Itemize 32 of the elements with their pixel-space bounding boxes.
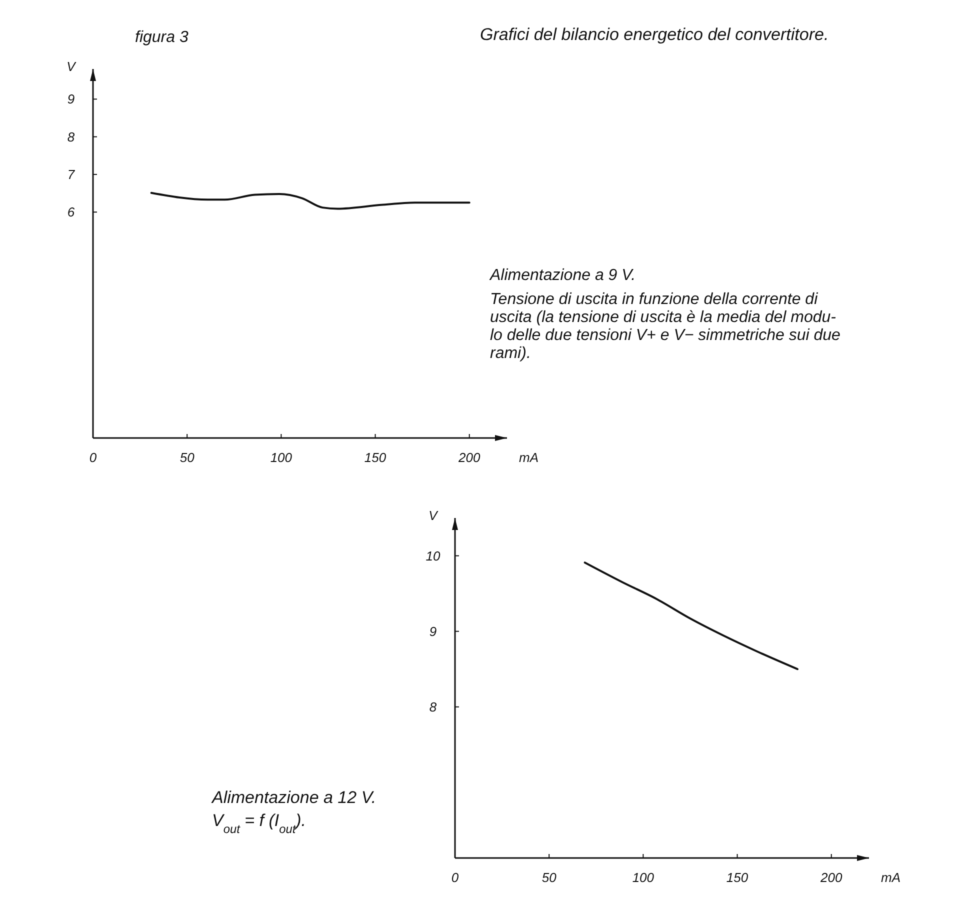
x-tick-label: 200 [458,450,481,465]
y-tick-label: 6 [67,204,76,220]
y-tick-label: 9 [429,624,437,639]
y-tick-label: 8 [67,129,76,144]
x-tick-label: 100 [270,450,293,465]
x-tick-label: 0 [89,450,98,465]
line-series [150,192,470,210]
x-tick-label: 150 [726,870,749,885]
annotation: Alimentazione a 9 V. [489,267,636,284]
x-tick-label: 200 [820,870,843,885]
annotation: uscita (la tensione di uscita è la media del modu- [490,309,836,326]
x-tick-label: 100 [632,870,655,885]
text: figura 3 [135,29,188,46]
y-tick-label: 7 [67,166,76,182]
annotation: rami). [490,345,531,362]
y-tick-label: 9 [67,92,75,107]
text: Grafici del bilancio energetico del convertitore. [480,25,829,44]
annotation: lo delle due tensioni V+ e V− simmetriche sui due [490,327,841,344]
annotation: Tensione di uscita in funzione della corrente di [490,291,818,308]
y-tick-label: 8 [429,699,438,714]
x-axis-title: mA [881,870,900,885]
x-tick-label: 0 [451,870,460,885]
x-axis-title: mA [519,450,538,465]
line-series [584,562,798,670]
text: V$_{out}$ = f (I$_{out}$). [212,811,306,836]
y-axis-title: V [428,508,439,523]
x-tick-label: 50 [180,450,196,465]
x-tick-label: 150 [364,450,387,465]
x-tick-label: 50 [542,870,558,885]
y-axis-title: V [66,59,77,74]
y-tick-label: 10 [426,548,441,564]
text: Alimentazione a 12 V. [211,788,376,807]
